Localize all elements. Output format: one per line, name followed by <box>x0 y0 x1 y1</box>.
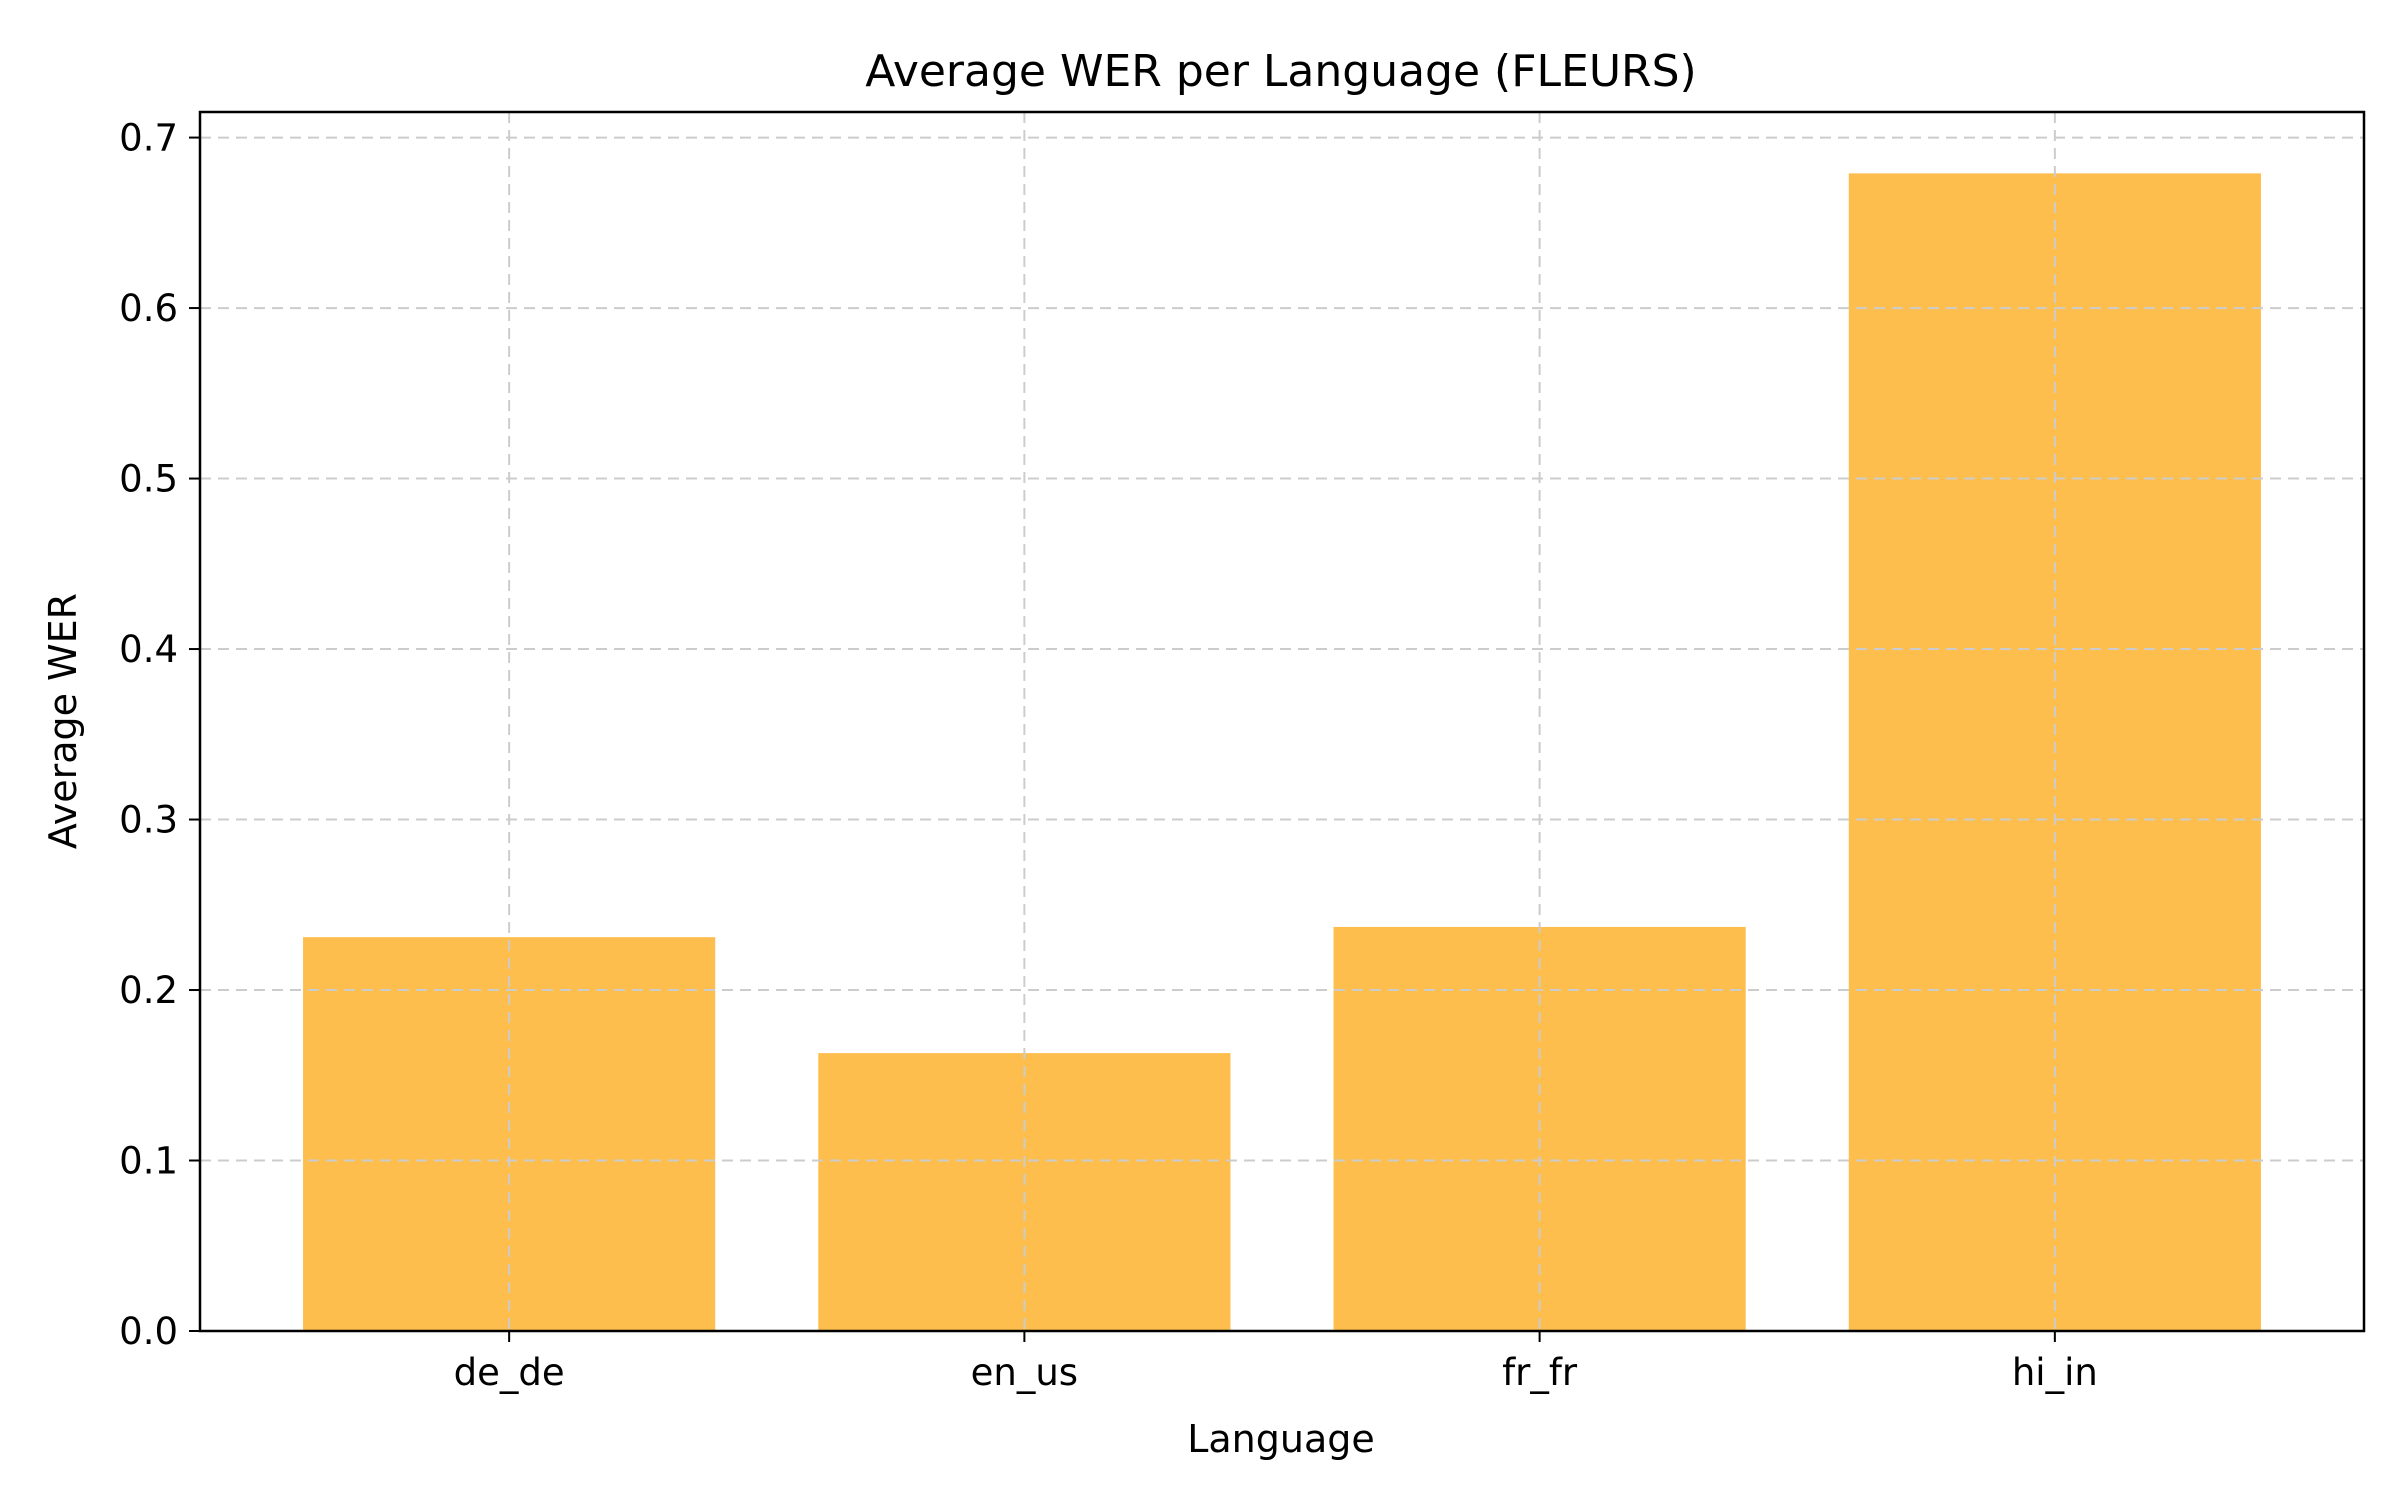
bars <box>303 173 2261 1331</box>
x-tick-label-hi_in: hi_in <box>2012 1351 2098 1394</box>
chart-title: Average WER per Language (FLEURS) <box>865 46 1696 97</box>
x-tick-label-de_de: de_de <box>454 1351 565 1394</box>
y-tick-label: 0.7 <box>119 117 178 160</box>
x-tick-labels: de_de en_us fr_fr hi_in <box>454 1351 2098 1394</box>
x-tick-label-fr_fr: fr_fr <box>1502 1351 1578 1394</box>
y-tick-label: 0.0 <box>119 1310 178 1353</box>
y-tick-labels: 0.0 0.1 0.2 0.3 0.4 0.5 0.6 0.7 <box>119 117 178 1353</box>
y-axis-label: Average WER <box>41 593 85 849</box>
plot-frame <box>198 110 2366 1333</box>
axis-ticks <box>189 136 2056 1342</box>
x-tick-label-en_us: en_us <box>971 1351 1078 1394</box>
y-tick-label: 0.3 <box>119 799 178 842</box>
y-tick-label: 0.1 <box>119 1140 178 1183</box>
x-axis-label: Language <box>1187 1417 1375 1461</box>
y-tick-label: 0.6 <box>119 287 178 330</box>
y-tick-label: 0.5 <box>119 458 178 501</box>
y-tick-label: 0.4 <box>119 628 178 671</box>
y-tick-label: 0.2 <box>119 969 178 1012</box>
